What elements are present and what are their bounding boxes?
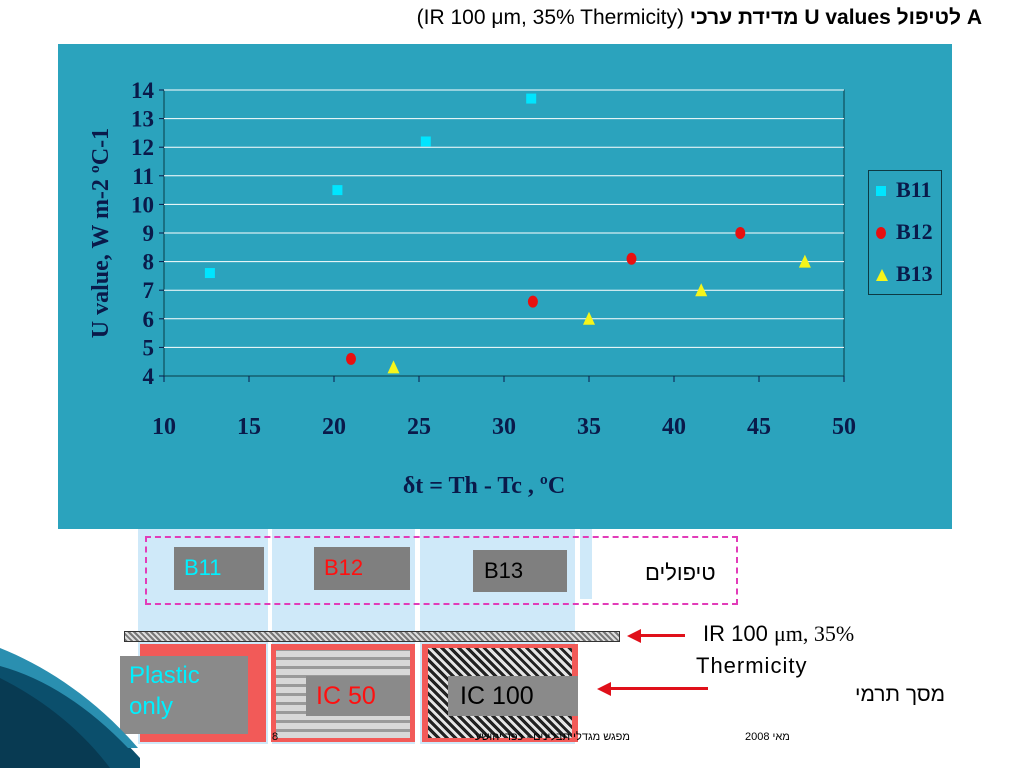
y-tick-label: 12 <box>131 135 154 160</box>
screen-arrow-line <box>608 687 708 690</box>
y-tick-label: 4 <box>143 364 155 389</box>
point-b11 <box>332 185 343 196</box>
x-tick-label: 20 <box>322 414 346 440</box>
point-b13 <box>387 360 400 374</box>
x-axis-label: δt = Th - Tc , ºC <box>403 473 565 499</box>
y-tick-label: 10 <box>131 192 154 217</box>
film-label-prefix: IR 100 <box>703 621 774 646</box>
circle-marker-icon <box>875 219 889 245</box>
point-b12 <box>626 252 637 265</box>
y-tick-label: 6 <box>143 307 155 332</box>
ic50-box: IC 50 <box>306 676 410 716</box>
y-tick-label: 11 <box>132 164 154 189</box>
footer-page-number: 8 <box>272 731 279 743</box>
point-b13 <box>798 254 811 268</box>
title-bold: מדידת ערכי U values לטיפול A <box>689 6 982 29</box>
arrow-left-icon <box>597 682 611 696</box>
legend-label-b11: B11 <box>896 177 932 202</box>
treatment-b12-box: B12 <box>314 547 410 590</box>
ic100-label: IC 100 <box>460 682 534 710</box>
treatment-b13-box: B13 <box>473 550 567 592</box>
x-tick-label: 35 <box>577 414 601 440</box>
legend-label-b13: B13 <box>896 261 933 286</box>
point-b11 <box>204 268 215 279</box>
y-tick-label: 7 <box>143 278 155 303</box>
film-label-line2: Thermicity <box>696 653 808 678</box>
y-tick-label: 9 <box>143 221 155 246</box>
treatments-label: טיפולים <box>645 560 716 585</box>
treatment-b11-box: B11 <box>174 547 264 590</box>
title-normal: (IR 100 μm, 35% Thermicity) <box>416 6 684 29</box>
ic50-label: IC 50 <box>316 682 376 710</box>
corner-swoosh-decoration <box>0 648 140 768</box>
point-b11 <box>526 93 537 104</box>
footer-date: 2008 מאי <box>745 731 790 743</box>
point-b12 <box>735 227 746 239</box>
legend-item-b11: B11 <box>875 175 931 205</box>
y-tick-label: 8 <box>143 250 155 275</box>
chart-panel: 4 5 6 7 8 9 10 11 12 13 14 10 15 20 25 30 35 40 45 50 δt = T… <box>58 44 952 529</box>
x-tick-label: 50 <box>832 414 856 440</box>
x-tick-label: 10 <box>152 414 176 440</box>
x-tick-label: 15 <box>237 414 261 440</box>
legend-label-b12: B12 <box>896 219 933 244</box>
column-edge-bg <box>580 529 592 599</box>
footer-event: מפגש מגדלי תבלינים - כפר יהושע <box>475 731 630 743</box>
point-b13 <box>583 311 595 325</box>
y-tick-label: 13 <box>131 107 154 132</box>
x-tick-label: 45 <box>747 414 771 440</box>
square-marker-icon <box>875 177 889 203</box>
film-arrow-line <box>638 634 685 637</box>
film-label-pct: 35% <box>813 621 855 646</box>
point-b12 <box>527 295 538 308</box>
film-label: IR 100 μm, 35% <box>703 621 854 647</box>
slide-title: (IR 100 μm, 35% Thermicity) מדידת ערכי U… <box>417 6 982 30</box>
legend-item-b12: B12 <box>875 217 933 247</box>
film-label-unit: μm, <box>773 621 814 646</box>
ic100-box: IC 100 <box>448 676 578 716</box>
point-b12 <box>346 352 356 365</box>
treatment-b12-label: B12 <box>324 555 364 580</box>
y-tick-label: 5 <box>143 335 155 360</box>
x-tick-label: 25 <box>407 414 431 440</box>
treatments-dashed-box <box>145 536 738 605</box>
plastic-label: Plastic only <box>129 662 200 721</box>
point-b13 <box>695 283 708 297</box>
treatment-b13-label: B13 <box>484 558 524 583</box>
legend-item-b13: B13 <box>875 259 933 289</box>
y-tick-label: 14 <box>131 78 155 103</box>
arrow-left-icon <box>627 629 641 643</box>
y-axis-label: U value, W m-2 ºC-1 <box>88 128 114 338</box>
chart-legend: B11 B12 B13 <box>868 170 942 295</box>
point-b11 <box>420 136 431 147</box>
triangle-marker-icon <box>875 261 889 287</box>
x-tick-label: 30 <box>492 414 516 440</box>
ir-film-layer <box>124 631 620 642</box>
thermal-screen-label: מסך תרמי <box>855 683 946 706</box>
x-tick-label: 40 <box>662 414 686 440</box>
treatment-b11-label: B11 <box>184 555 222 580</box>
plastic-box: Plastic only <box>120 656 248 734</box>
